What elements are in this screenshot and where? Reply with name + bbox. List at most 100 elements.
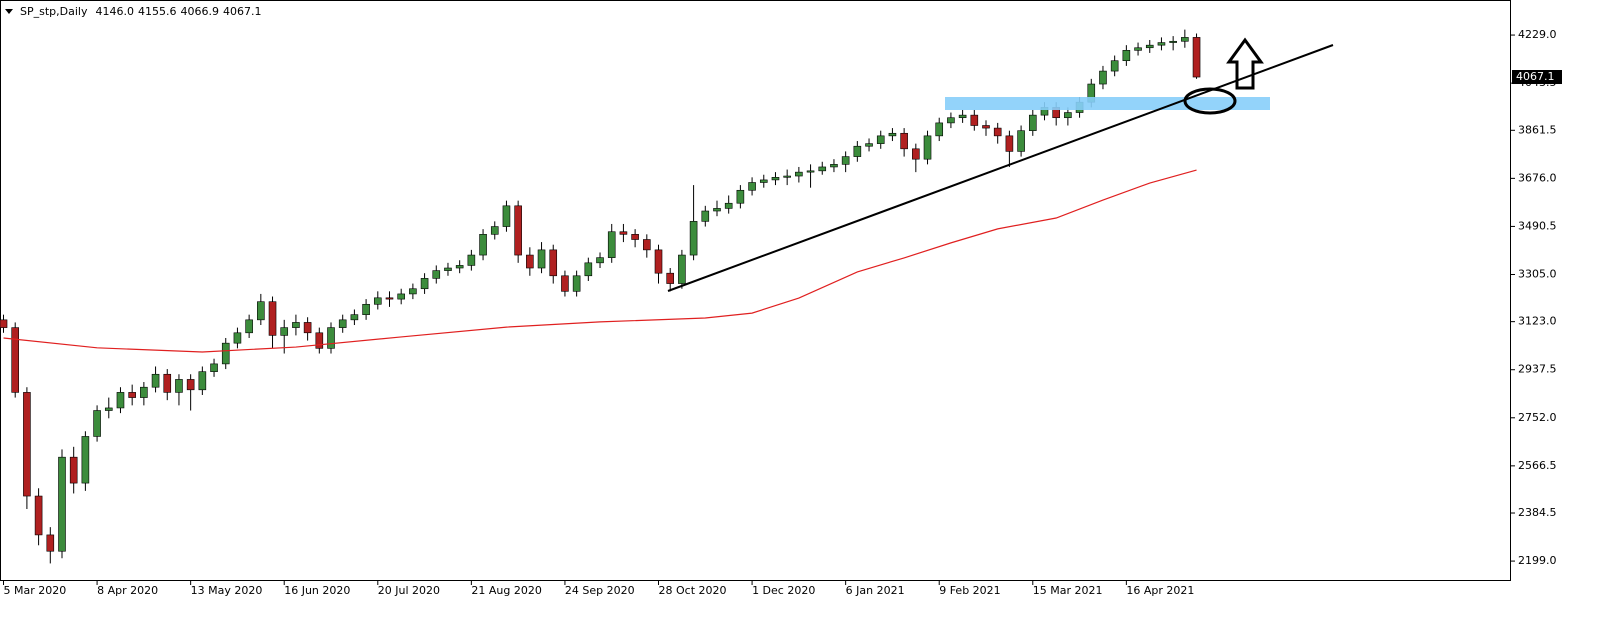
candle-body	[280, 327, 289, 336]
candle-body	[23, 392, 31, 497]
candle-body	[1028, 114, 1037, 131]
candle-body	[268, 301, 277, 336]
candle-body	[759, 179, 768, 183]
candle-body	[900, 132, 908, 150]
y-tick-label: 3861.5	[1518, 123, 1557, 136]
candle-body	[385, 297, 394, 300]
candle-body	[1192, 37, 1201, 78]
header-value: 4146.0	[95, 5, 134, 18]
candle-body	[795, 171, 803, 177]
candle-body	[1110, 60, 1119, 72]
candle-body	[876, 135, 885, 144]
candle-body	[1145, 44, 1154, 49]
candle-body	[631, 234, 639, 240]
candle-body	[1064, 112, 1072, 119]
candle-body	[350, 314, 359, 321]
candle-body	[1017, 130, 1025, 152]
candle-body	[93, 410, 101, 437]
candle-body	[163, 373, 172, 393]
candle-body	[210, 363, 218, 372]
header-value: 4066.9	[180, 5, 219, 18]
highlight-ellipse	[1183, 87, 1237, 115]
candle-body	[0, 319, 8, 328]
candle-body	[678, 254, 686, 284]
candle-body	[373, 297, 382, 305]
candle-body	[245, 319, 253, 334]
candle-body	[561, 275, 569, 292]
candle-body	[701, 210, 710, 222]
x-tick-label: 16 Jun 2020	[284, 584, 350, 597]
candle-body	[58, 456, 66, 552]
candle-body	[327, 327, 335, 349]
candle-body	[432, 270, 441, 279]
candle-body	[947, 117, 955, 124]
candle-body	[479, 234, 487, 256]
candle-body	[912, 148, 920, 160]
x-tick-label: 21 Aug 2020	[471, 584, 541, 597]
x-tick-label: 8 Apr 2020	[97, 584, 158, 597]
candle-body	[1157, 42, 1166, 46]
candle-body	[970, 114, 979, 126]
candle-body	[607, 231, 616, 258]
candle-body	[69, 456, 78, 484]
candle-body	[502, 205, 511, 227]
candle-body	[619, 231, 628, 235]
trend-line	[667, 44, 1334, 292]
x-tick-label: 1 Dec 2020	[752, 584, 815, 597]
marks	[0, 29, 1201, 564]
candle-body	[1169, 40, 1177, 43]
y-tick-label: 2937.5	[1518, 363, 1557, 376]
candle-body	[806, 170, 815, 173]
y-tick-label: 3676.0	[1518, 171, 1557, 184]
y-tick-label: 3123.0	[1518, 315, 1557, 328]
x-tick-label: 20 Jul 2020	[378, 584, 440, 597]
last-price-label: 4067.1	[1516, 70, 1555, 83]
candle-body	[1005, 135, 1014, 152]
candle-body	[186, 379, 195, 391]
candle-body	[104, 407, 113, 411]
candle-body	[584, 262, 593, 277]
x-tick-label: 15 Mar 2021	[1033, 584, 1103, 597]
candle-body	[362, 303, 370, 315]
candle-body	[420, 278, 429, 290]
candle-body	[1099, 70, 1107, 85]
candle-body	[221, 342, 230, 365]
candle-body	[198, 371, 207, 391]
candle-body	[526, 254, 534, 269]
candle-body	[888, 132, 897, 137]
chart-title: SP_stp,Daily	[20, 5, 88, 18]
candle-body	[841, 156, 850, 165]
candle-body	[982, 125, 990, 129]
menu-triangle	[5, 9, 13, 14]
y-tick-label: 4229.0	[1518, 28, 1557, 41]
header-value: 4155.6	[138, 5, 177, 18]
candle-body	[1134, 47, 1142, 51]
x-tick-label: 24 Sep 2020	[565, 584, 635, 597]
candle-body	[514, 205, 522, 256]
candle-body	[315, 332, 324, 349]
candle-body	[303, 322, 312, 334]
candle-body	[151, 373, 160, 388]
x-tick-label: 9 Feb 2021	[939, 584, 1000, 597]
candle-body	[818, 166, 827, 172]
candle-body	[865, 143, 873, 147]
candle-body	[748, 182, 756, 191]
candle-body	[596, 257, 604, 264]
candle-body	[771, 177, 780, 181]
candle-body	[338, 319, 347, 328]
candle-body	[713, 208, 721, 212]
candle-body	[233, 332, 242, 344]
support-zone	[945, 97, 1270, 110]
candle-body	[34, 495, 43, 536]
candle-body	[958, 114, 967, 119]
candle-body	[643, 239, 651, 251]
candle-body	[292, 322, 300, 328]
candle-body	[853, 145, 862, 157]
header-value: 4067.1	[223, 5, 262, 18]
candle-body	[736, 189, 745, 204]
candle-body	[724, 202, 733, 209]
plot-frame	[0, 0, 1511, 581]
y-tick-label: 2566.5	[1518, 459, 1557, 472]
